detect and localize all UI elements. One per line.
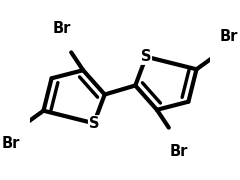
- Text: S: S: [89, 116, 99, 131]
- Text: Br: Br: [220, 29, 238, 44]
- Text: Br: Br: [169, 144, 188, 159]
- Text: Br: Br: [2, 136, 20, 151]
- Text: S: S: [141, 49, 151, 64]
- Text: Br: Br: [52, 21, 71, 36]
